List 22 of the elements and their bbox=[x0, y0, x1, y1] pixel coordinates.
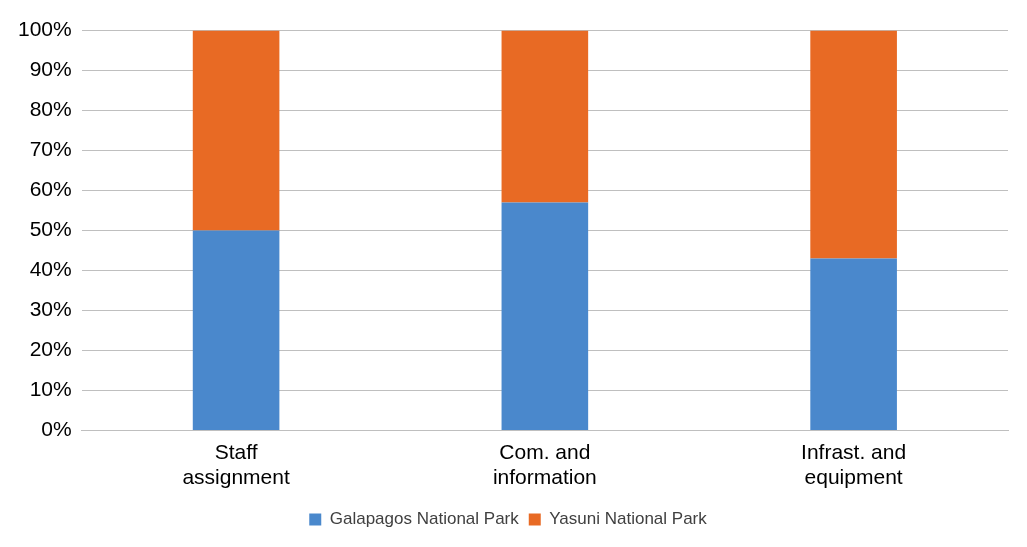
bar bbox=[810, 30, 897, 259]
x-tick-label: Staff assignment bbox=[182, 440, 290, 489]
x-tick-label: Com. and information bbox=[492, 440, 597, 489]
y-tick-label: 50% bbox=[29, 217, 72, 241]
y-tick-label: 60% bbox=[29, 177, 72, 201]
y-tick-label: 70% bbox=[29, 137, 72, 161]
bar bbox=[501, 202, 589, 431]
y-tick-label: 20% bbox=[29, 337, 72, 361]
y-tick-label: 0% bbox=[41, 417, 72, 441]
y-tick-label: 10% bbox=[29, 377, 72, 401]
y-tick-label: 30% bbox=[29, 297, 72, 321]
legend-label: Yasuni National Park bbox=[549, 509, 708, 529]
legend-label: Galapagos National Park bbox=[329, 509, 520, 529]
x-tick-label: Infrast. and equipment bbox=[801, 440, 907, 489]
y-tick-label: 80% bbox=[29, 97, 72, 121]
bar bbox=[192, 230, 280, 431]
bar bbox=[810, 258, 897, 431]
bar bbox=[192, 30, 280, 231]
bar bbox=[501, 30, 589, 203]
y-tick-label: 40% bbox=[29, 257, 72, 281]
y-tick-label: 100% bbox=[17, 17, 72, 41]
y-tick-label: 90% bbox=[29, 57, 72, 81]
